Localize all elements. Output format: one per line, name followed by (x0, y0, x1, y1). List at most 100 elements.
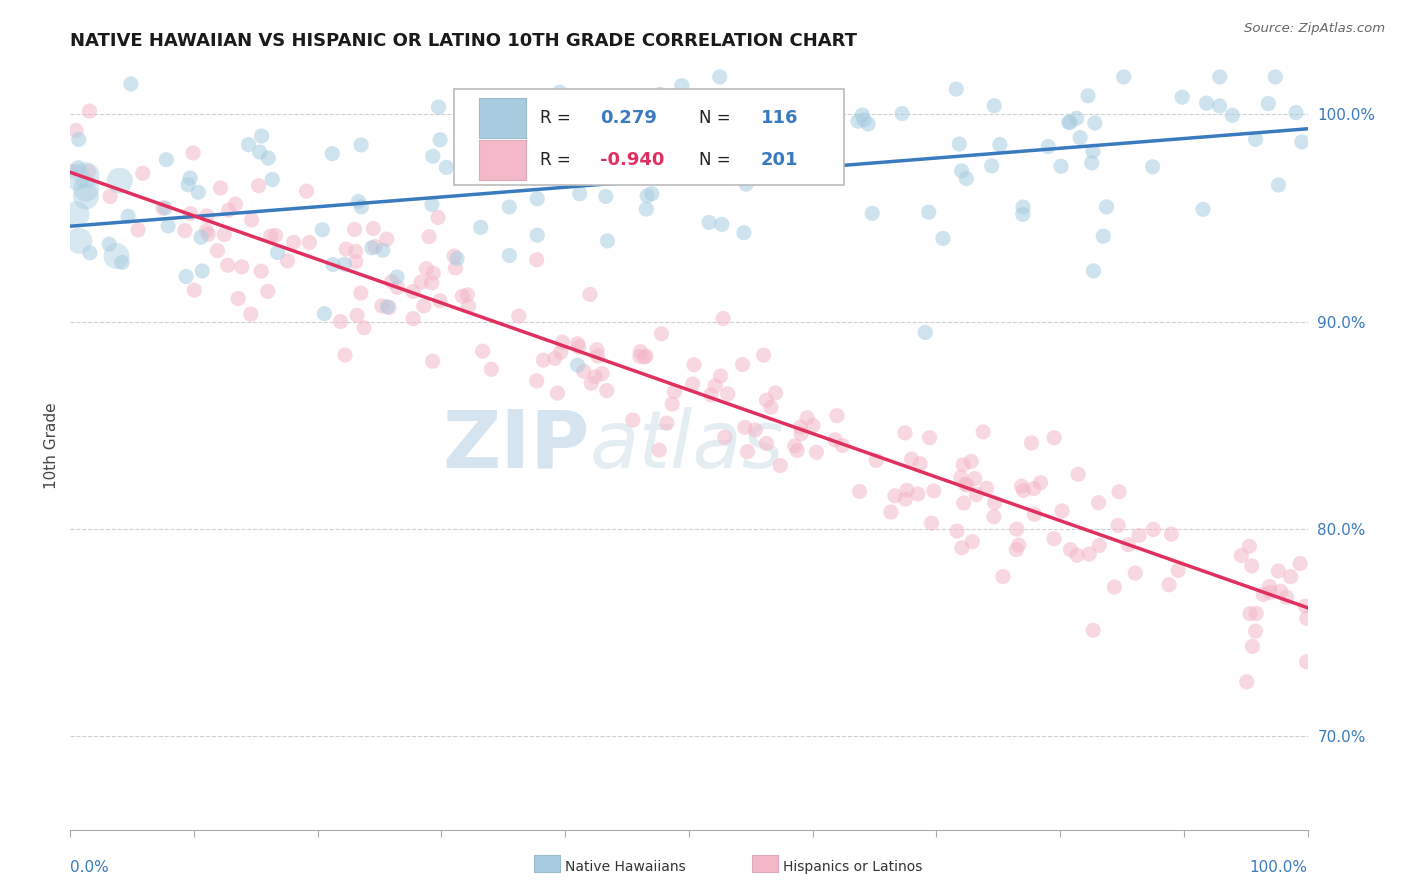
Point (381, 275, 404, 289)
Point (446, 252, 468, 266)
Point (1291, 135, 1313, 149)
Point (1240, 558, 1263, 573)
Point (682, 377, 704, 392)
FancyBboxPatch shape (454, 89, 844, 186)
Point (443, 249, 465, 263)
Point (1295, 655, 1317, 669)
Bar (478, 98, 526, 137)
Point (427, 100, 450, 114)
Point (950, 541, 973, 555)
Point (980, 159, 1002, 173)
Y-axis label: 10th Grade: 10th Grade (44, 402, 59, 490)
Point (1295, 611, 1317, 625)
Point (264, 228, 287, 243)
Point (1236, 674, 1258, 689)
Point (183, 283, 205, 297)
Point (247, 178, 270, 193)
Point (1050, 159, 1073, 173)
Point (1012, 483, 1035, 498)
Point (709, 70, 731, 84)
Point (174, 269, 197, 284)
Point (526, 252, 548, 267)
Point (249, 145, 271, 159)
Point (548, 85, 571, 99)
Point (311, 223, 333, 237)
Text: Native Hawaiians: Native Hawaiians (565, 860, 686, 874)
Point (457, 299, 479, 313)
Point (411, 275, 433, 289)
Point (846, 114, 869, 128)
Point (591, 367, 613, 381)
Point (752, 348, 775, 362)
Point (1251, 587, 1274, 601)
Point (907, 487, 929, 501)
Point (1043, 532, 1066, 546)
Point (636, 202, 658, 216)
Point (894, 425, 917, 440)
Point (759, 401, 782, 415)
Point (735, 177, 758, 191)
Point (298, 235, 321, 250)
Point (498, 248, 520, 262)
Point (921, 516, 943, 531)
Point (801, 418, 824, 433)
Text: atlas: atlas (591, 407, 785, 485)
Point (79, 245, 101, 260)
Point (1011, 479, 1033, 493)
Point (422, 266, 444, 280)
Point (1244, 624, 1267, 639)
Point (1123, 566, 1146, 580)
Point (976, 482, 998, 496)
Point (207, 244, 229, 258)
Point (343, 222, 366, 236)
Point (65, 207, 87, 221)
Point (418, 229, 440, 244)
Point (350, 285, 373, 300)
Point (240, 213, 263, 227)
Point (1270, 584, 1292, 599)
Point (742, 165, 765, 179)
Point (790, 426, 813, 441)
Point (1084, 116, 1107, 130)
Point (277, 253, 299, 268)
Point (1050, 504, 1073, 518)
Point (1107, 518, 1129, 533)
Point (880, 505, 903, 519)
Point (434, 161, 457, 175)
Point (1279, 569, 1302, 583)
Point (1008, 538, 1031, 552)
Point (1092, 229, 1115, 244)
Point (1275, 590, 1298, 604)
Point (932, 231, 955, 245)
Point (262, 172, 284, 186)
Point (1192, 202, 1215, 217)
Point (1029, 475, 1052, 490)
Point (451, 289, 474, 303)
Point (1066, 548, 1088, 562)
Point (586, 343, 609, 357)
Point (595, 189, 617, 203)
Point (266, 245, 288, 260)
Point (711, 311, 734, 326)
Text: 100.0%: 100.0% (1250, 860, 1308, 875)
Point (238, 137, 260, 152)
Point (218, 203, 240, 218)
Point (257, 151, 280, 165)
Point (75, 189, 97, 203)
Point (717, 387, 740, 401)
Point (350, 137, 373, 152)
Point (429, 293, 451, 308)
Point (444, 261, 467, 276)
Point (335, 242, 357, 256)
Point (949, 470, 972, 484)
Point (239, 307, 262, 321)
Text: Hispanics or Latinos: Hispanics or Latinos (783, 860, 922, 874)
Point (686, 126, 709, 140)
Point (806, 445, 828, 459)
Point (79, 104, 101, 119)
Point (412, 299, 434, 313)
Point (568, 186, 591, 201)
Point (1083, 624, 1105, 638)
Point (952, 458, 974, 472)
Point (333, 257, 356, 271)
